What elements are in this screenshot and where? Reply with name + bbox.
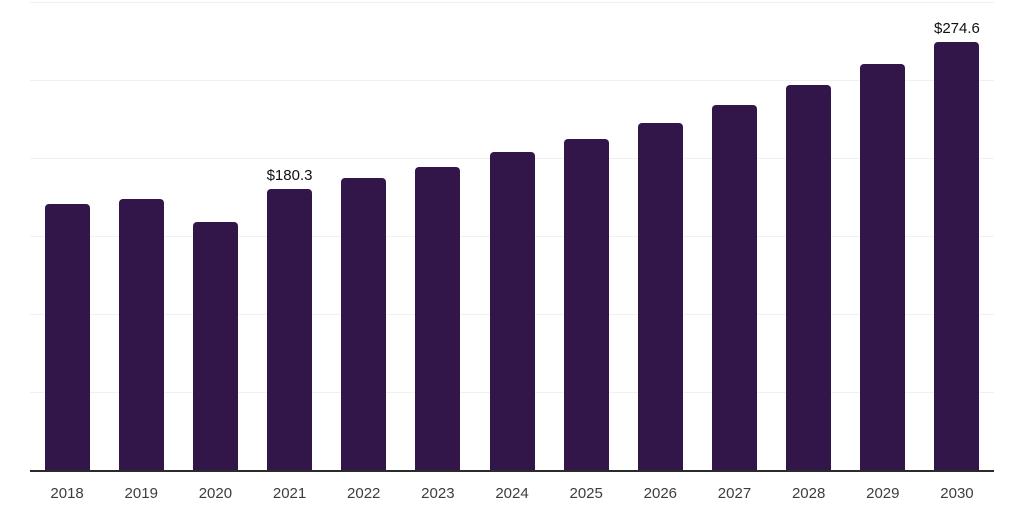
bar-slot [104,198,178,470]
x-axis-labels: 2018 2019 2020 2021 2022 2023 2024 2025 2026 2027… [30,485,994,502]
x-tick-label: 2027 [717,485,752,502]
bar-slot [697,105,771,470]
x-tick-label: 2029 [866,485,900,502]
bar-2022 [341,178,387,470]
bar-slot: $180.3 [252,167,326,470]
x-tick-label: 2019 [124,485,158,502]
bar-2025 [563,139,609,470]
x-tick-label: 2021 [272,485,307,502]
plot-area: $180.3 $274.6 [30,2,994,472]
bar-slot: $274.6 [920,20,994,470]
x-tick-label: 2030 [940,485,974,502]
bar-slot [846,64,920,470]
bar-2029 [860,64,906,470]
market-bar-chart: $180.3 $274.6 2018 2019 2020 2021 2022 2023 202… [30,2,994,502]
bar-slot [30,204,104,470]
bar-2018 [44,204,90,470]
x-tick-label: 2026 [643,485,678,502]
x-tick-label: 2023 [421,485,455,502]
bar-2021 [267,188,313,470]
bar-slot [178,221,252,470]
bar-value-label: $274.6 [934,19,980,37]
gridline [30,80,994,81]
bar-2030 [934,41,980,470]
x-tick-label: 2022 [347,485,381,502]
bar-2028 [786,85,832,470]
gridline [30,2,994,3]
bars-row: $180.3 $274.6 [30,2,994,470]
bar-2024 [489,151,535,470]
bar-slot [475,151,549,470]
bar-value-label: $180.3 [266,166,313,184]
bar-2027 [711,105,757,470]
x-tick-label: 2028 [791,485,826,502]
bar-2019 [118,198,164,470]
bar-2023 [415,166,461,470]
bar-2026 [637,122,683,470]
bar-slot [623,122,697,470]
x-tick-label: 2025 [569,485,603,502]
x-tick-label: 2020 [198,485,233,502]
x-tick-label: 2018 [50,485,84,502]
bar-slot [327,178,401,470]
x-tick-label: 2024 [495,485,529,502]
bar-slot [772,85,846,470]
bar-slot [401,166,475,470]
bar-2020 [192,221,238,470]
bar-slot [549,139,623,470]
